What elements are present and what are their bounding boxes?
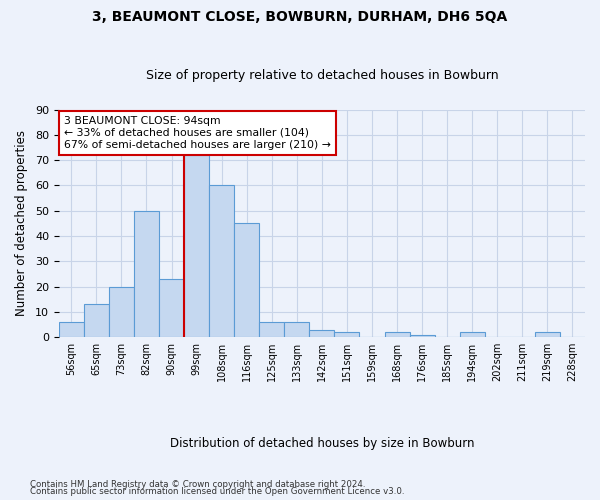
Bar — [159, 279, 184, 337]
Text: Contains HM Land Registry data © Crown copyright and database right 2024.: Contains HM Land Registry data © Crown c… — [30, 480, 365, 489]
Bar — [310, 330, 334, 337]
Title: Size of property relative to detached houses in Bowburn: Size of property relative to detached ho… — [146, 69, 498, 82]
Bar — [209, 186, 234, 337]
Text: 3 BEAUMONT CLOSE: 94sqm
← 33% of detached houses are smaller (104)
67% of semi-d: 3 BEAUMONT CLOSE: 94sqm ← 33% of detache… — [64, 116, 331, 150]
Text: Contains public sector information licensed under the Open Government Licence v3: Contains public sector information licen… — [30, 487, 404, 496]
Bar — [284, 322, 310, 337]
Text: 3, BEAUMONT CLOSE, BOWBURN, DURHAM, DH6 5QA: 3, BEAUMONT CLOSE, BOWBURN, DURHAM, DH6 … — [92, 10, 508, 24]
Bar — [385, 332, 410, 337]
Bar — [184, 155, 209, 337]
Bar — [410, 334, 434, 337]
Bar — [234, 224, 259, 337]
Bar — [59, 322, 84, 337]
X-axis label: Distribution of detached houses by size in Bowburn: Distribution of detached houses by size … — [170, 437, 474, 450]
Y-axis label: Number of detached properties: Number of detached properties — [15, 130, 28, 316]
Bar — [109, 286, 134, 337]
Bar — [334, 332, 359, 337]
Bar — [84, 304, 109, 337]
Bar — [535, 332, 560, 337]
Bar — [134, 210, 159, 337]
Bar — [259, 322, 284, 337]
Bar — [460, 332, 485, 337]
